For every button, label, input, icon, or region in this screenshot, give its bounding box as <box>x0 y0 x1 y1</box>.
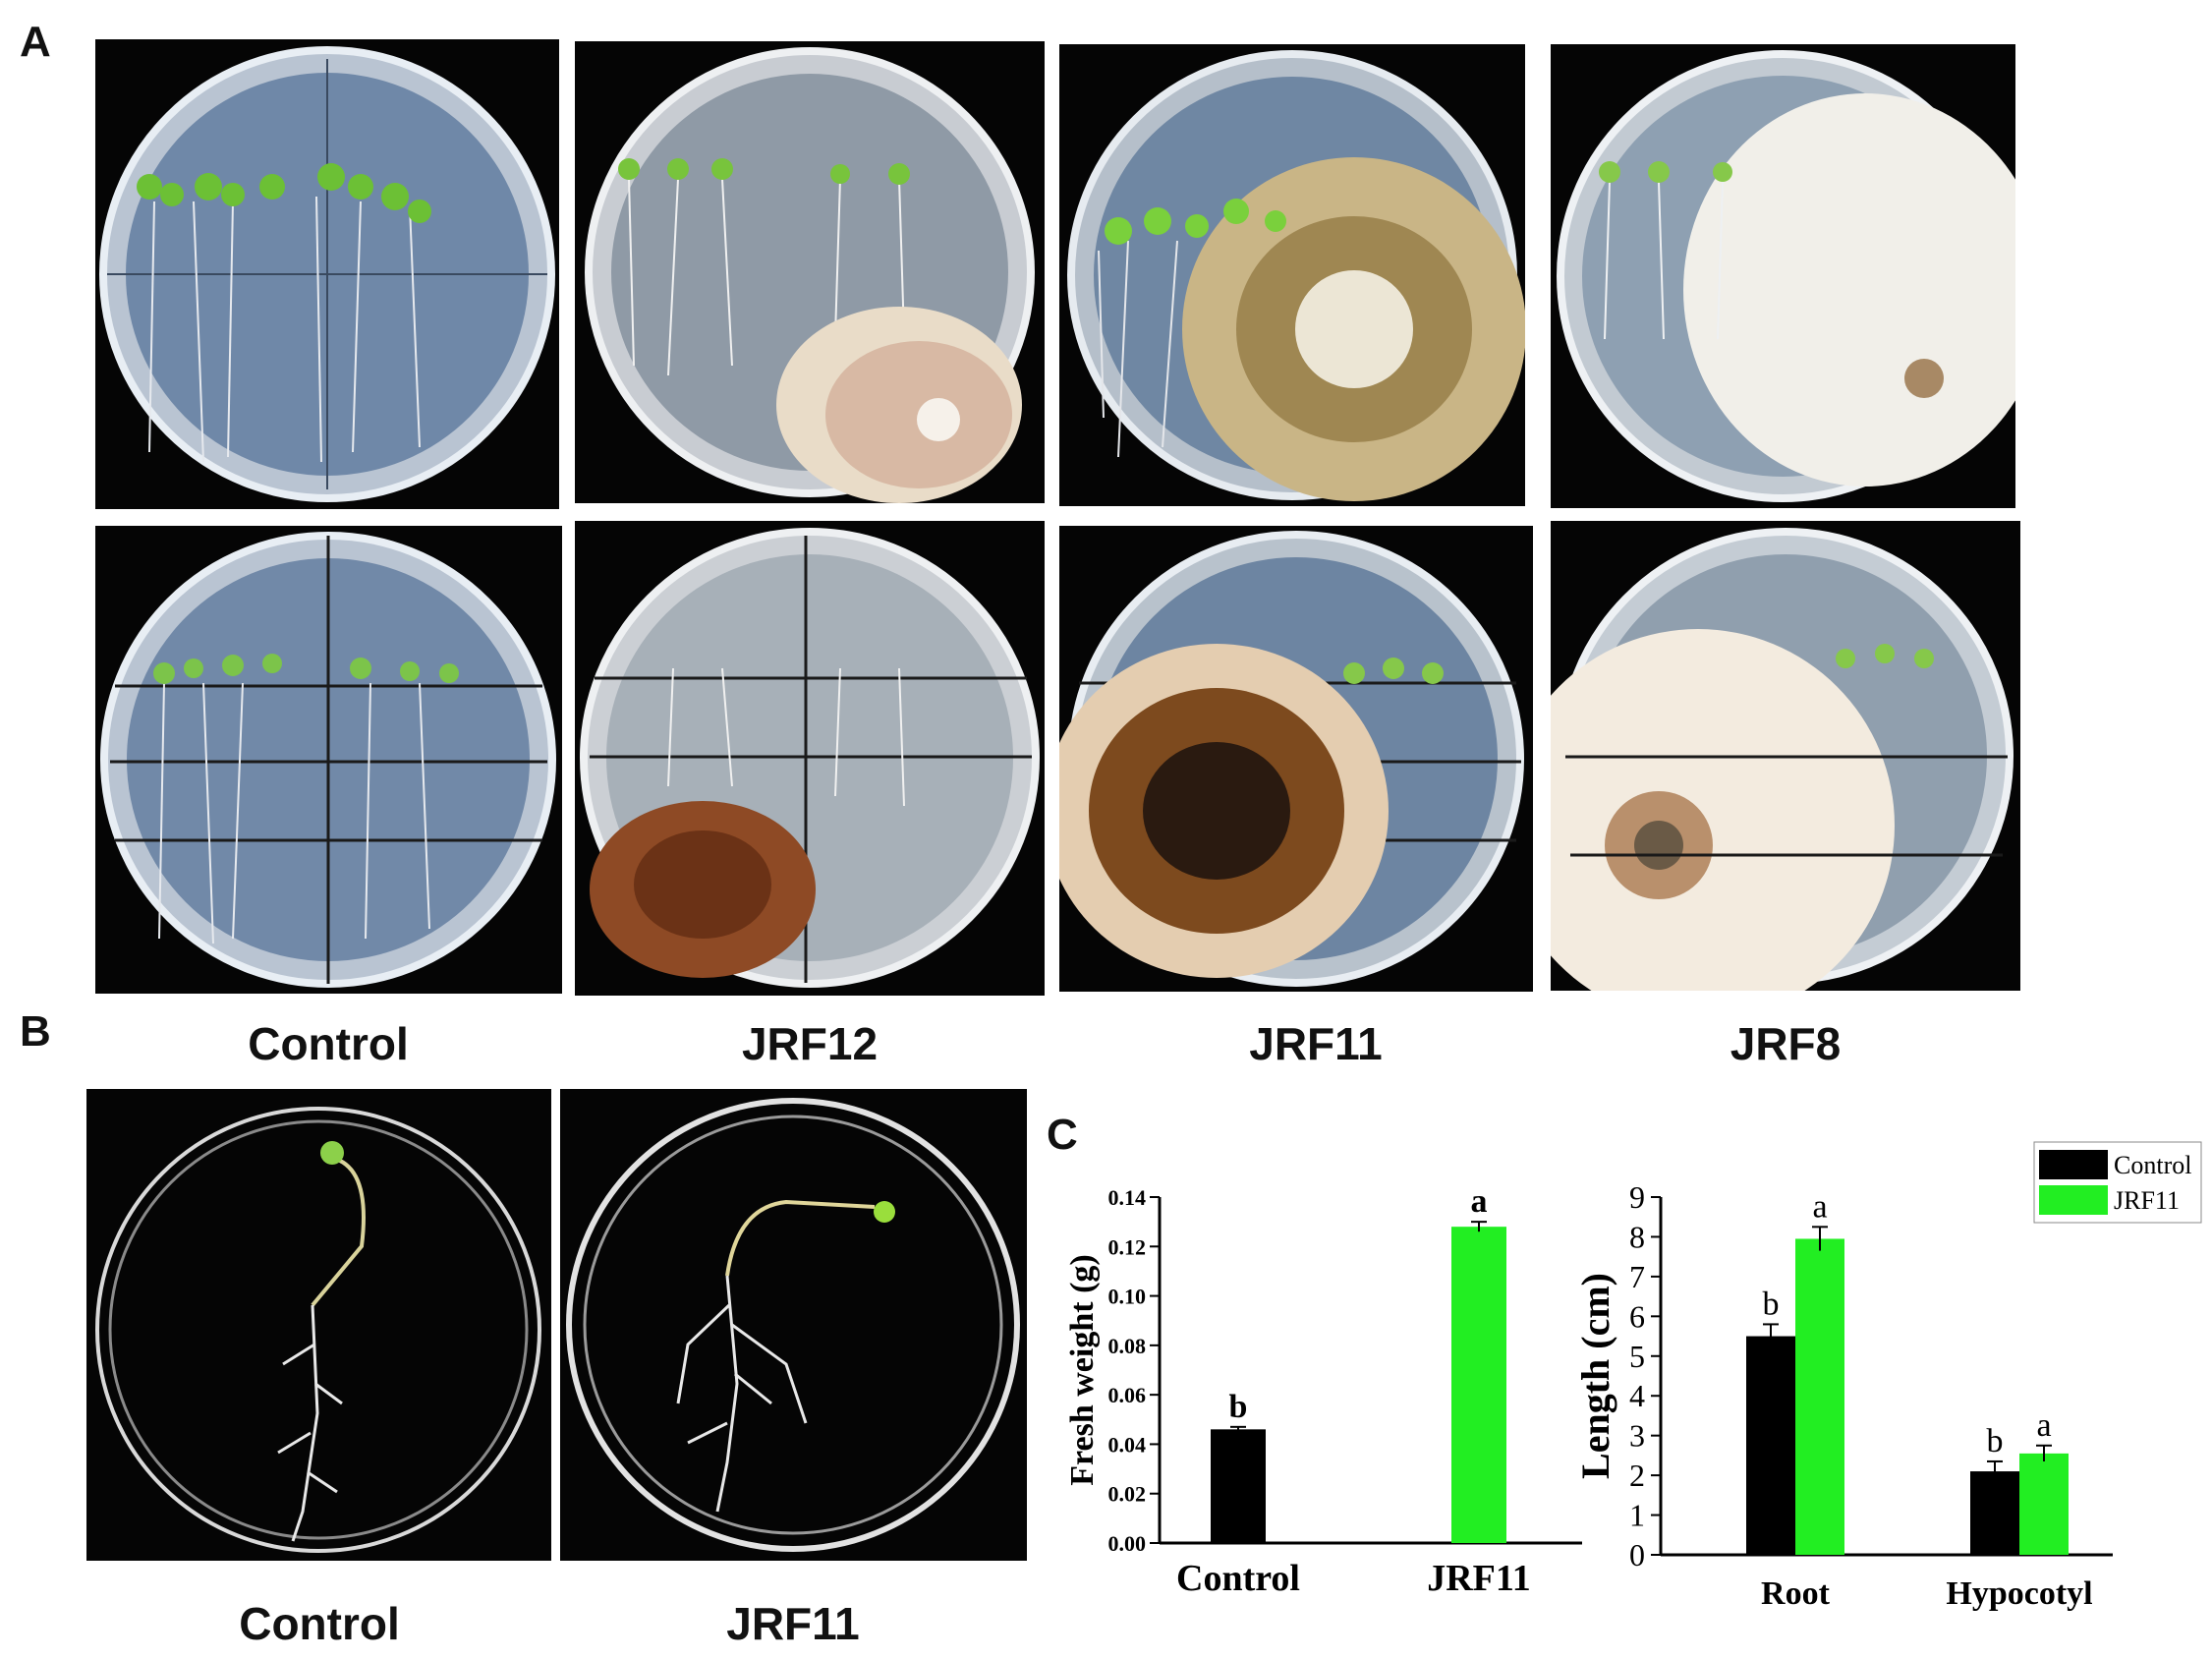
x-tick-label-jrf11: JRF11 <box>1427 1558 1531 1599</box>
y-tick-label: 3 <box>1629 1418 1645 1454</box>
panel-letter-a: A <box>20 18 51 66</box>
photo-jrf11-top <box>1059 44 1525 506</box>
y-tick-label: 8 <box>1629 1219 1645 1254</box>
panel-letter-c: C <box>1047 1111 1078 1159</box>
y-tick-label: 0.00 <box>1108 1531 1147 1556</box>
x-tick-label-hypocotyl: Hypocotyl <box>1946 1575 2092 1612</box>
x-tick-label-control: Control <box>1176 1558 1300 1599</box>
legend: Control JRF11 <box>2033 1141 2202 1224</box>
bar-jrf11-root <box>1795 1238 1844 1555</box>
photo-jrf12-top <box>575 41 1045 503</box>
y-tick-label: 0.06 <box>1108 1383 1147 1407</box>
significance-letter: b <box>1229 1389 1248 1425</box>
significance-letter: a <box>2036 1407 2051 1444</box>
bar-jrf11 <box>1451 1227 1506 1543</box>
label-a-jrf11: JRF11 <box>1249 1018 1383 1069</box>
bar-control <box>1211 1429 1266 1543</box>
label-b-control: Control <box>239 1598 400 1649</box>
photo-control-bottom <box>95 526 562 994</box>
y-axis-title: Length (cm) <box>1577 1273 1617 1479</box>
photo-b-jrf11 <box>560 1089 1027 1561</box>
photo-jrf8-bottom <box>1551 521 2020 991</box>
y-tick-label: 0.12 <box>1108 1234 1147 1259</box>
y-tick-label: 4 <box>1629 1378 1645 1413</box>
x-tick-label-root: Root <box>1761 1575 1831 1612</box>
legend-swatch-control <box>2039 1150 2108 1179</box>
chart-length: 0 1 2 3 4 5 6 7 8 9 b a Root b a Hypocotyl Length (cm) Co… <box>1577 1130 2206 1646</box>
significance-letter: a <box>1471 1183 1488 1220</box>
label-a-jrf8: JRF8 <box>1730 1018 1842 1069</box>
panel-letter-b: B <box>20 1007 51 1056</box>
photo-b-control <box>86 1089 551 1561</box>
y-tick-label: 2 <box>1629 1458 1645 1493</box>
y-tick-label: 9 <box>1629 1179 1645 1215</box>
significance-letter: b <box>1987 1423 2004 1459</box>
photo-jrf12-bottom <box>575 521 1045 996</box>
chart-fresh-weight: 0.00 0.02 0.04 0.06 0.08 0.10 0.12 0.14 b Control… <box>1051 1150 1602 1641</box>
label-b-jrf11: JRF11 <box>726 1598 860 1649</box>
y-tick-label: 0.04 <box>1108 1432 1147 1457</box>
bar-jrf11-hypocotyl <box>2019 1453 2069 1555</box>
y-tick-label: 0.08 <box>1108 1334 1147 1358</box>
y-tick-label: 5 <box>1629 1339 1645 1374</box>
photo-control-top <box>95 39 559 509</box>
legend-swatch-jrf11 <box>2039 1185 2108 1215</box>
y-tick-label: 0.02 <box>1108 1482 1147 1507</box>
y-tick-label: 1 <box>1629 1498 1645 1533</box>
y-tick-label: 0 <box>1629 1537 1645 1573</box>
legend-label-control: Control <box>2114 1151 2191 1179</box>
y-tick-label: 0.14 <box>1108 1185 1147 1210</box>
photo-jrf8-top <box>1551 44 2015 508</box>
chart-fresh-weight-svg: 0.00 0.02 0.04 0.06 0.08 0.10 0.12 0.14 b Control… <box>1064 1183 1582 1599</box>
label-a-control: Control <box>248 1018 409 1069</box>
bar-control-root <box>1746 1336 1795 1555</box>
y-tick-label: 0.10 <box>1108 1285 1147 1309</box>
legend-label-jrf11: JRF11 <box>2114 1186 2180 1215</box>
y-axis-title: Fresh weight (g) <box>1064 1254 1101 1485</box>
photo-jrf11-bottom <box>1059 526 1533 992</box>
label-a-jrf12: JRF12 <box>741 1018 879 1069</box>
significance-letter: a <box>1812 1188 1827 1225</box>
y-tick-label: 6 <box>1629 1298 1645 1334</box>
significance-letter: b <box>1763 1286 1780 1322</box>
y-tick-label: 7 <box>1629 1259 1645 1294</box>
bar-control-hypocotyl <box>1970 1471 2019 1555</box>
